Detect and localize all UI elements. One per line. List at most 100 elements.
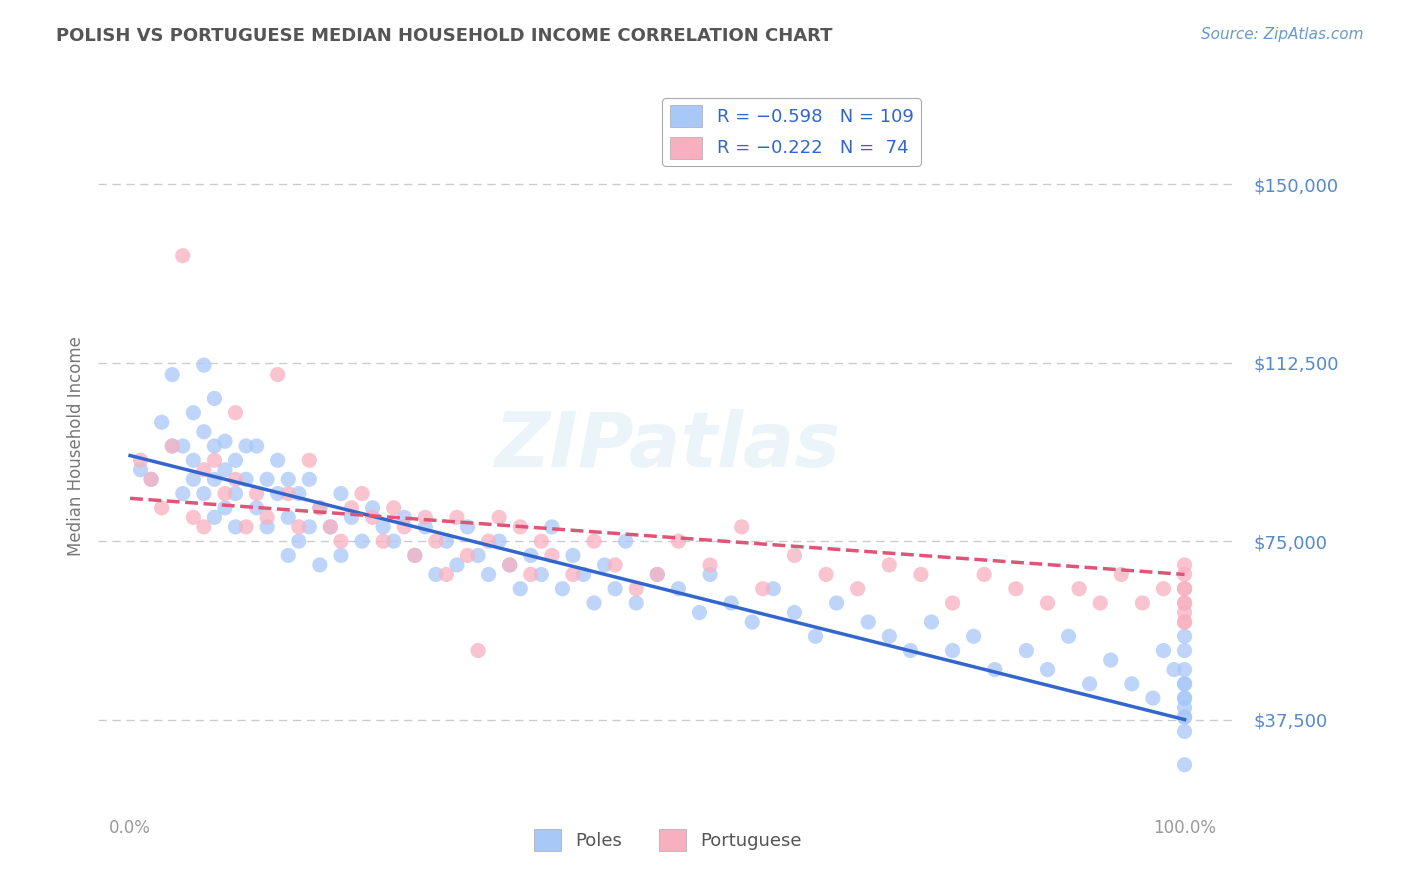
Point [394, 510, 416, 524]
Point [235, 439, 257, 453]
Point [583, 534, 606, 549]
Point [1174, 567, 1197, 582]
Point [129, 453, 152, 467]
Point [1163, 663, 1185, 677]
Point [309, 500, 332, 515]
Point [319, 520, 342, 534]
Point [298, 520, 321, 534]
Point [561, 567, 585, 582]
Point [204, 439, 226, 453]
Point [1153, 643, 1175, 657]
Point [246, 439, 269, 453]
Point [983, 663, 1005, 677]
Point [141, 472, 163, 486]
Point [309, 558, 332, 572]
Point [1174, 710, 1197, 724]
Point [382, 534, 405, 549]
Point [973, 567, 995, 582]
Point [150, 500, 173, 515]
Point [731, 520, 754, 534]
Point [193, 463, 215, 477]
Point [204, 392, 226, 406]
Point [910, 567, 932, 582]
Point [330, 534, 353, 549]
Point [741, 615, 763, 629]
Point [1036, 596, 1059, 610]
Point [1099, 653, 1122, 667]
Point [530, 534, 553, 549]
Point [404, 549, 426, 563]
Point [456, 520, 478, 534]
Point [783, 606, 806, 620]
Point [225, 453, 247, 467]
Point [371, 534, 394, 549]
Point [666, 534, 689, 549]
Point [214, 486, 236, 500]
Text: ZIPatlas: ZIPatlas [495, 409, 841, 483]
Point [877, 629, 901, 643]
Point [371, 520, 394, 534]
Point [277, 549, 299, 563]
Point [162, 439, 183, 453]
Point [214, 463, 236, 477]
Point [446, 510, 468, 524]
Point [1078, 677, 1101, 691]
Point [488, 510, 510, 524]
Point [540, 549, 562, 563]
Point [298, 472, 321, 486]
Point [193, 425, 215, 439]
Point [1036, 663, 1059, 677]
Point [172, 486, 194, 500]
Point [340, 510, 363, 524]
Point [699, 567, 721, 582]
Point [287, 520, 309, 534]
Point [520, 567, 543, 582]
Point [225, 520, 247, 534]
Point [404, 549, 426, 563]
Point [204, 510, 226, 524]
Point [499, 558, 522, 572]
Point [1057, 629, 1080, 643]
Point [214, 500, 236, 515]
Point [1174, 700, 1197, 714]
Point [1130, 596, 1153, 610]
Point [214, 434, 236, 449]
Point [877, 558, 901, 572]
Point [561, 549, 585, 563]
Point [413, 510, 436, 524]
Point [962, 629, 984, 643]
Point [235, 520, 257, 534]
Point [942, 596, 965, 610]
Text: POLISH VS PORTUGUESE MEDIAN HOUSEHOLD INCOME CORRELATION CHART: POLISH VS PORTUGUESE MEDIAN HOUSEHOLD IN… [56, 27, 832, 45]
Point [1174, 724, 1197, 739]
Point [720, 596, 742, 610]
Point [330, 486, 353, 500]
Point [1174, 615, 1197, 629]
Point [183, 510, 205, 524]
Point [277, 510, 299, 524]
Point [150, 415, 173, 429]
Point [856, 615, 880, 629]
Point [572, 567, 595, 582]
Point [277, 472, 299, 486]
Point [267, 368, 290, 382]
Point [477, 567, 501, 582]
Point [647, 567, 669, 582]
Point [246, 486, 269, 500]
Point [183, 406, 205, 420]
Point [267, 453, 290, 467]
Point [267, 486, 290, 500]
Point [647, 567, 669, 582]
Point [467, 549, 489, 563]
Point [256, 520, 278, 534]
Point [361, 500, 384, 515]
Point [425, 534, 447, 549]
Point [193, 520, 215, 534]
Point [762, 582, 785, 596]
Point [752, 582, 775, 596]
Point [287, 534, 309, 549]
Point [162, 368, 183, 382]
Point [330, 549, 353, 563]
Point [1174, 596, 1197, 610]
Y-axis label: Median Household Income: Median Household Income [66, 336, 84, 556]
